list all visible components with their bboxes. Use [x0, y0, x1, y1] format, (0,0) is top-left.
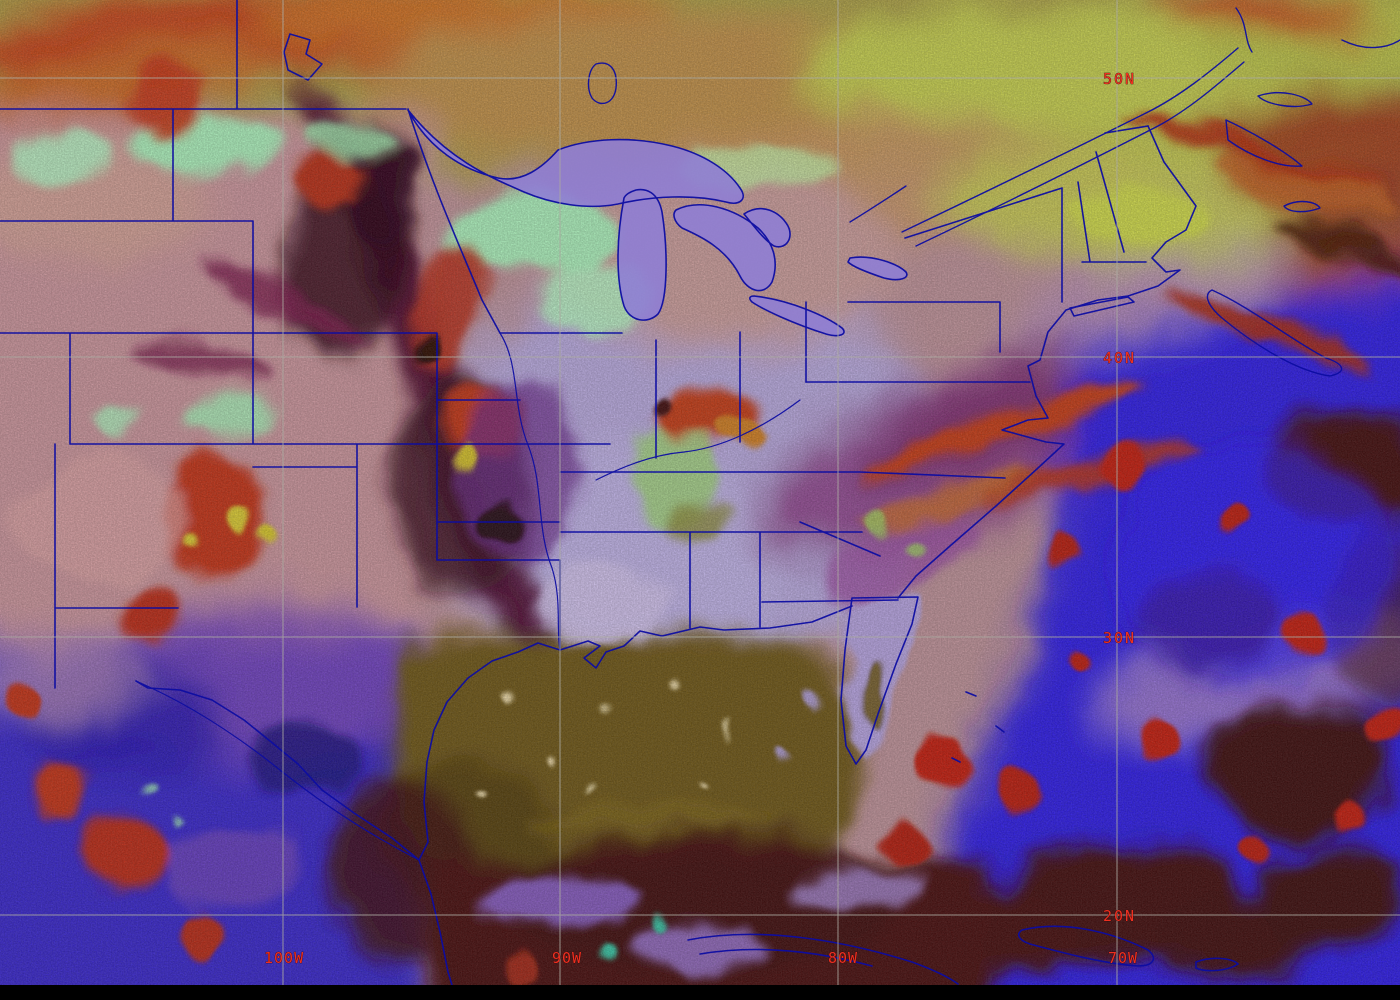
- caribbean-islands: [687, 691, 1239, 985]
- great-lakes-fill: [408, 110, 907, 336]
- lat-label-30n: 30N: [1103, 629, 1136, 647]
- grid-labels: 50N 40N 30N 20N 100W 90W 80W 70W: [264, 70, 1138, 968]
- lon-label-100w: 100W: [264, 949, 304, 967]
- lake-michigan-outline: [617, 188, 667, 321]
- atlantic-coastline: [897, 125, 1197, 599]
- canada-rivers-lakes: [587, 7, 1400, 377]
- lake-huron-outline: [673, 204, 791, 292]
- long-island-outline: [1069, 296, 1135, 317]
- status-bar: GOES-19 RGB DAY:R=C2 G=C7-13 B=C13 NIGHT…: [0, 985, 1400, 1000]
- gulf-coastline: [418, 605, 853, 861]
- plains-state-lines: [0, 108, 611, 689]
- mexico-border: [135, 680, 420, 861]
- lat-label-20n: 20N: [1103, 907, 1136, 925]
- lon-label-80w: 80W: [828, 949, 858, 967]
- mexico-coast: [418, 859, 453, 985]
- lake-ontario-outline: [847, 256, 908, 281]
- ohio-river: [595, 399, 801, 481]
- lake-erie-outline: [749, 295, 845, 337]
- florida-outline: [840, 596, 919, 765]
- lon-label-90w: 90W: [552, 949, 582, 967]
- lon-label-70w: 70W: [1108, 949, 1138, 967]
- lake-superior-outline: [407, 109, 744, 208]
- lat-label-40n: 40N: [1103, 349, 1136, 367]
- midwest-state-lines: [407, 108, 807, 649]
- south-state-lines: [559, 471, 1006, 629]
- lat-label-50n: 50N: [1103, 70, 1136, 88]
- rio-grande-river: [135, 680, 420, 861]
- canada-border: [0, 0, 407, 110]
- mississippi-river: [499, 332, 561, 651]
